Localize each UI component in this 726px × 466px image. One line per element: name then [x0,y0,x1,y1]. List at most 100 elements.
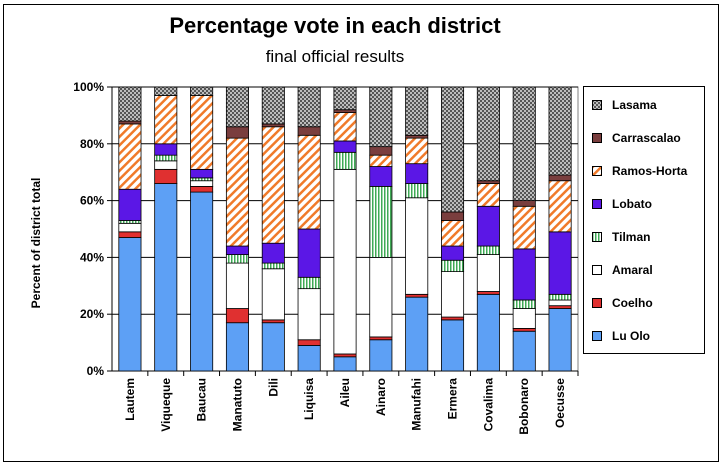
x-tick-label: Aileu [338,378,352,407]
bar-lasama-aileu [333,86,357,111]
bar-amaral-ainaro [369,256,393,338]
legend-swatch [592,331,602,341]
x-tick-label: Bobonaro [517,378,531,435]
bar-tilman-baucau [190,177,214,182]
legend-swatch [592,133,602,143]
bar-tilman-bobonaro [512,299,536,309]
bar-coelho-ainaro [369,336,393,341]
x-tick-label: Baucau [195,378,209,421]
y-tick-label: 80% [80,137,104,151]
bar-amaral-aileu [333,168,357,355]
bar-lobato-viqueque [154,143,178,156]
legend-swatch [592,100,602,110]
bar-coelho-ermera [441,316,465,321]
bar-lasama-manufahi [405,86,429,136]
chart-title: Percentage vote in each district [169,13,501,38]
y-tick-label: 40% [80,250,104,264]
bar-ramos-horta-viqueque [154,95,178,145]
bar-lu-olo-lautem [118,237,142,372]
bar-lu-olo-manatuto [225,322,249,372]
bar-tilman-dili [261,262,285,270]
bar-lu-olo-aileu [333,356,357,372]
bar-lasama-oecusse [548,86,572,176]
legend-label: Lobato [612,197,652,211]
bar-amaral-dili [261,268,285,321]
bar-coelho-dili [261,319,285,324]
bar-amaral-viqueque [154,160,178,170]
bar-carrascalao-liquisa [297,126,321,136]
bar-tilman-covalima [476,245,500,255]
legend-label: Tilman [612,230,651,244]
bar-coelho-bobonaro [512,327,536,332]
bar-lobato-ermera [441,245,465,261]
bar-lobato-ainaro [369,166,393,187]
bar-coelho-manatuto [225,308,249,324]
bar-ramos-horta-manufahi [405,137,429,165]
bar-ramos-horta-liquisa [297,134,321,230]
legend-swatch [592,265,602,275]
bar-lobato-oecusse [548,231,572,295]
bar-amaral-baucau [190,180,214,187]
bar-lobato-bobonaro [512,248,536,301]
bar-tilman-liquisa [297,276,321,290]
legend-label: Carrascalao [612,131,681,145]
legend-item-lu-olo: Lu Olo [592,328,650,344]
bar-ramos-horta-baucau [190,95,214,170]
bar-lobato-manufahi [405,163,429,184]
legend-label: Lasama [612,98,657,112]
bar-carrascalao-bobonaro [512,200,536,207]
bar-coelho-viqueque [154,168,178,184]
bar-lasama-dili [261,86,285,125]
bar-ramos-horta-lautem [118,123,142,190]
bar-ramos-horta-dili [261,126,285,244]
bar-coelho-manufahi [405,293,429,298]
legend-item-carrascalao: Carrascalao [592,130,681,146]
bar-ramos-horta-ermera [441,220,465,247]
legend-item-amaral: Amaral [592,262,653,278]
bar-carrascalao-manatuto [225,126,249,139]
legend-swatch [592,232,602,242]
bar-ramos-horta-manatuto [225,137,249,247]
bar-lasama-viqueque [154,86,178,96]
bar-lu-olo-covalima [476,293,500,372]
legend-item-ramos-horta: Ramos-Horta [592,163,687,179]
bar-lasama-lautem [118,86,142,122]
bar-amaral-manatuto [225,262,249,309]
bar-tilman-aileu [333,151,357,170]
x-tick-label: Liquisa [302,378,316,420]
bar-lasama-covalima [476,86,500,182]
legend-swatch [592,166,602,176]
x-tick-label: Oecusse [553,378,567,428]
bar-amaral-manufahi [405,197,429,295]
bar-tilman-manatuto [225,254,249,264]
bar-amaral-ermera [441,271,465,318]
bar-amaral-covalima [476,254,500,292]
bar-ramos-horta-covalima [476,183,500,207]
bar-lu-olo-dili [261,322,285,372]
x-tick-label: Manufahi [410,378,424,431]
y-tick-label: 100% [73,80,104,94]
legend-swatch [592,298,602,308]
bar-coelho-oecusse [548,305,572,309]
x-tick-label: Covalima [481,378,495,432]
legend-label: Ramos-Horta [612,164,688,178]
bar-lu-olo-oecusse [548,308,572,372]
bar-tilman-lautem [118,220,142,224]
bar-ramos-horta-bobonaro [512,205,536,250]
bar-lobato-lautem [118,188,142,221]
bar-lu-olo-ermera [441,319,465,372]
bar-lasama-ainaro [369,86,393,148]
bar-lasama-manatuto [225,86,249,128]
bar-coelho-liquisa [297,339,321,346]
chart-subtitle: final official results [265,47,405,66]
bar-lasama-liquisa [297,86,321,128]
legend-item-lobato: Lobato [592,196,652,212]
bar-lu-olo-viqueque [154,183,178,372]
bar-carrascalao-dili [261,123,285,128]
bar-lobato-baucau [190,168,214,179]
bar-lu-olo-bobonaro [512,330,536,372]
bar-tilman-ainaro [369,185,393,258]
chart-legend: Lasama Carrascalao Ramos-Horta Lobato Tilman… [583,86,705,354]
legend-label: Amaral [612,263,653,277]
